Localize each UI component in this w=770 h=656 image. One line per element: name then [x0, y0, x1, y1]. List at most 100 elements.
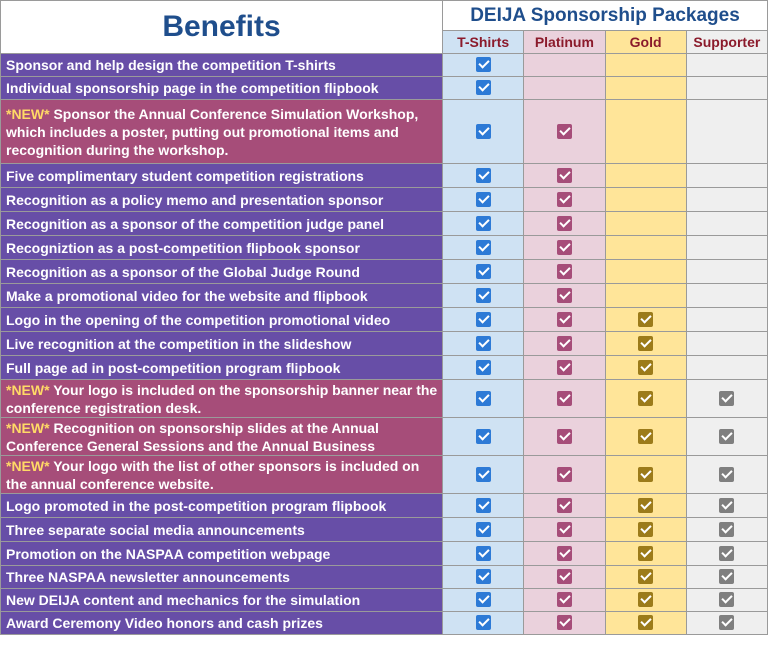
cell-platinum [523, 611, 606, 635]
checkmark-icon [638, 497, 654, 513]
benefit-text: Your logo with the list of other sponsor… [6, 457, 420, 492]
benefit-cell: Award Ceremony Video honors and cash pri… [0, 611, 443, 635]
checkmark-icon [475, 239, 491, 255]
checkmark-icon [556, 592, 572, 608]
benefit-text: Logo in the opening of the competition p… [6, 311, 391, 328]
table-row: Three separate social media announcement… [0, 517, 769, 542]
benefit-text: Award Ceremony Video honors and cash pri… [6, 615, 323, 631]
checkmark-icon [556, 569, 572, 585]
benefit-cell: Live recognition at the competition in t… [0, 331, 443, 356]
table-row: Live recognition at the competition in t… [0, 331, 769, 356]
table-row: *NEW* Your logo with the list of other s… [0, 455, 769, 494]
checkmark-icon [556, 311, 572, 327]
checkmark-icon [475, 311, 491, 327]
cell-platinum [523, 417, 606, 456]
checkmark-icon [638, 592, 654, 608]
benefit-text: Logo promoted in the post-competition pr… [6, 497, 387, 514]
checkmark-icon [556, 215, 572, 231]
checkmark-icon [475, 335, 491, 351]
cell-supporter [685, 379, 769, 418]
cell-platinum [523, 565, 606, 589]
benefit-cell: New DEIJA content and mechanics for the … [0, 588, 443, 612]
checkmark-icon [638, 615, 654, 631]
cell-gold [604, 379, 687, 418]
cell-platinum [523, 541, 606, 566]
table-row: Recognition as a sponsor of the Global J… [0, 259, 769, 284]
benefit-cell: Promotion on the NASPAA competition webp… [0, 541, 443, 566]
table-row: Recognition as a sponsor of the competit… [0, 211, 769, 236]
cell-platinum [523, 76, 606, 100]
checkmark-icon [719, 545, 735, 561]
column-header-tshirts: T-Shirts [441, 30, 525, 54]
checkmark-icon [719, 569, 735, 585]
checkmark-icon [475, 57, 491, 73]
cell-supporter [685, 259, 769, 284]
benefit-cell: Five complimentary student competition r… [0, 163, 443, 188]
checkmark-icon [475, 615, 491, 631]
benefit-text: Recognition as a policy memo and present… [6, 191, 384, 208]
checkmark-icon [475, 215, 491, 231]
checkmark-icon [475, 592, 491, 608]
table-row: Logo in the opening of the competition p… [0, 307, 769, 332]
column-header-platinum: Platinum [523, 30, 606, 54]
checkmark-icon [475, 569, 491, 585]
benefit-cell: Recognition as a sponsor of the competit… [0, 211, 443, 236]
checkmark-icon [719, 390, 735, 406]
cell-supporter [685, 53, 769, 77]
cell-platinum [523, 307, 606, 332]
cell-platinum [523, 331, 606, 356]
checkmark-icon [556, 359, 572, 375]
column-header-gold: Gold [604, 30, 687, 54]
checkmark-icon [638, 359, 654, 375]
cell-supporter [685, 163, 769, 188]
checkmark-icon [638, 390, 654, 406]
cell-tshirts [441, 53, 525, 77]
cell-gold [604, 565, 687, 589]
table-row: Individual sponsorship page in the compe… [0, 76, 769, 100]
benefit-text: Make a promotional video for the website… [6, 287, 368, 304]
benefit-text: Three separate social media announcement… [6, 521, 305, 538]
checkmark-icon [556, 239, 572, 255]
benefit-text: Recognition as a sponsor of the competit… [6, 215, 385, 232]
cell-tshirts [441, 517, 525, 542]
cell-supporter [685, 417, 769, 456]
cell-gold [604, 163, 687, 188]
checkmark-icon [638, 569, 654, 585]
benefit-text: Three NASPAA newsletter announcements [6, 569, 290, 585]
checkmark-icon [475, 359, 491, 375]
cell-gold [604, 517, 687, 542]
benefit-text: Recognition as a sponsor of the Global J… [6, 263, 360, 280]
cell-gold [604, 259, 687, 284]
benefit-cell: *NEW* Your logo is included on the spons… [0, 379, 443, 418]
cell-supporter [685, 76, 769, 100]
checkmark-icon [638, 466, 654, 482]
checkmark-icon [475, 191, 491, 207]
cell-tshirts [441, 611, 525, 635]
cell-platinum [523, 235, 606, 260]
cell-supporter [685, 235, 769, 260]
cell-tshirts [441, 99, 525, 164]
checkmark-icon [556, 167, 572, 183]
checkmark-icon [556, 521, 572, 537]
checkmark-icon [556, 497, 572, 513]
cell-gold [604, 455, 687, 494]
cell-tshirts [441, 283, 525, 308]
checkmark-icon [556, 466, 572, 482]
benefit-text: Sponsor the Annual Conference Simulation… [6, 105, 419, 158]
cell-tshirts [441, 235, 525, 260]
benefit-cell: Logo in the opening of the competition p… [0, 307, 443, 332]
benefit-text: New DEIJA content and mechanics for the … [6, 592, 361, 608]
cell-gold [604, 355, 687, 380]
benefit-text: Sponsor and help design the competition … [6, 57, 336, 73]
benefit-text: Recogniztion as a post-competition flipb… [6, 239, 360, 256]
checkmark-icon [556, 335, 572, 351]
cell-tshirts [441, 187, 525, 212]
benefit-cell: Recogniztion as a post-competition flipb… [0, 235, 443, 260]
cell-platinum [523, 517, 606, 542]
benefit-text: Live recognition at the competition in t… [6, 335, 352, 352]
cell-platinum [523, 53, 606, 77]
checkmark-icon [638, 521, 654, 537]
cell-supporter [685, 99, 769, 164]
cell-supporter [685, 355, 769, 380]
checkmark-icon [719, 592, 735, 608]
